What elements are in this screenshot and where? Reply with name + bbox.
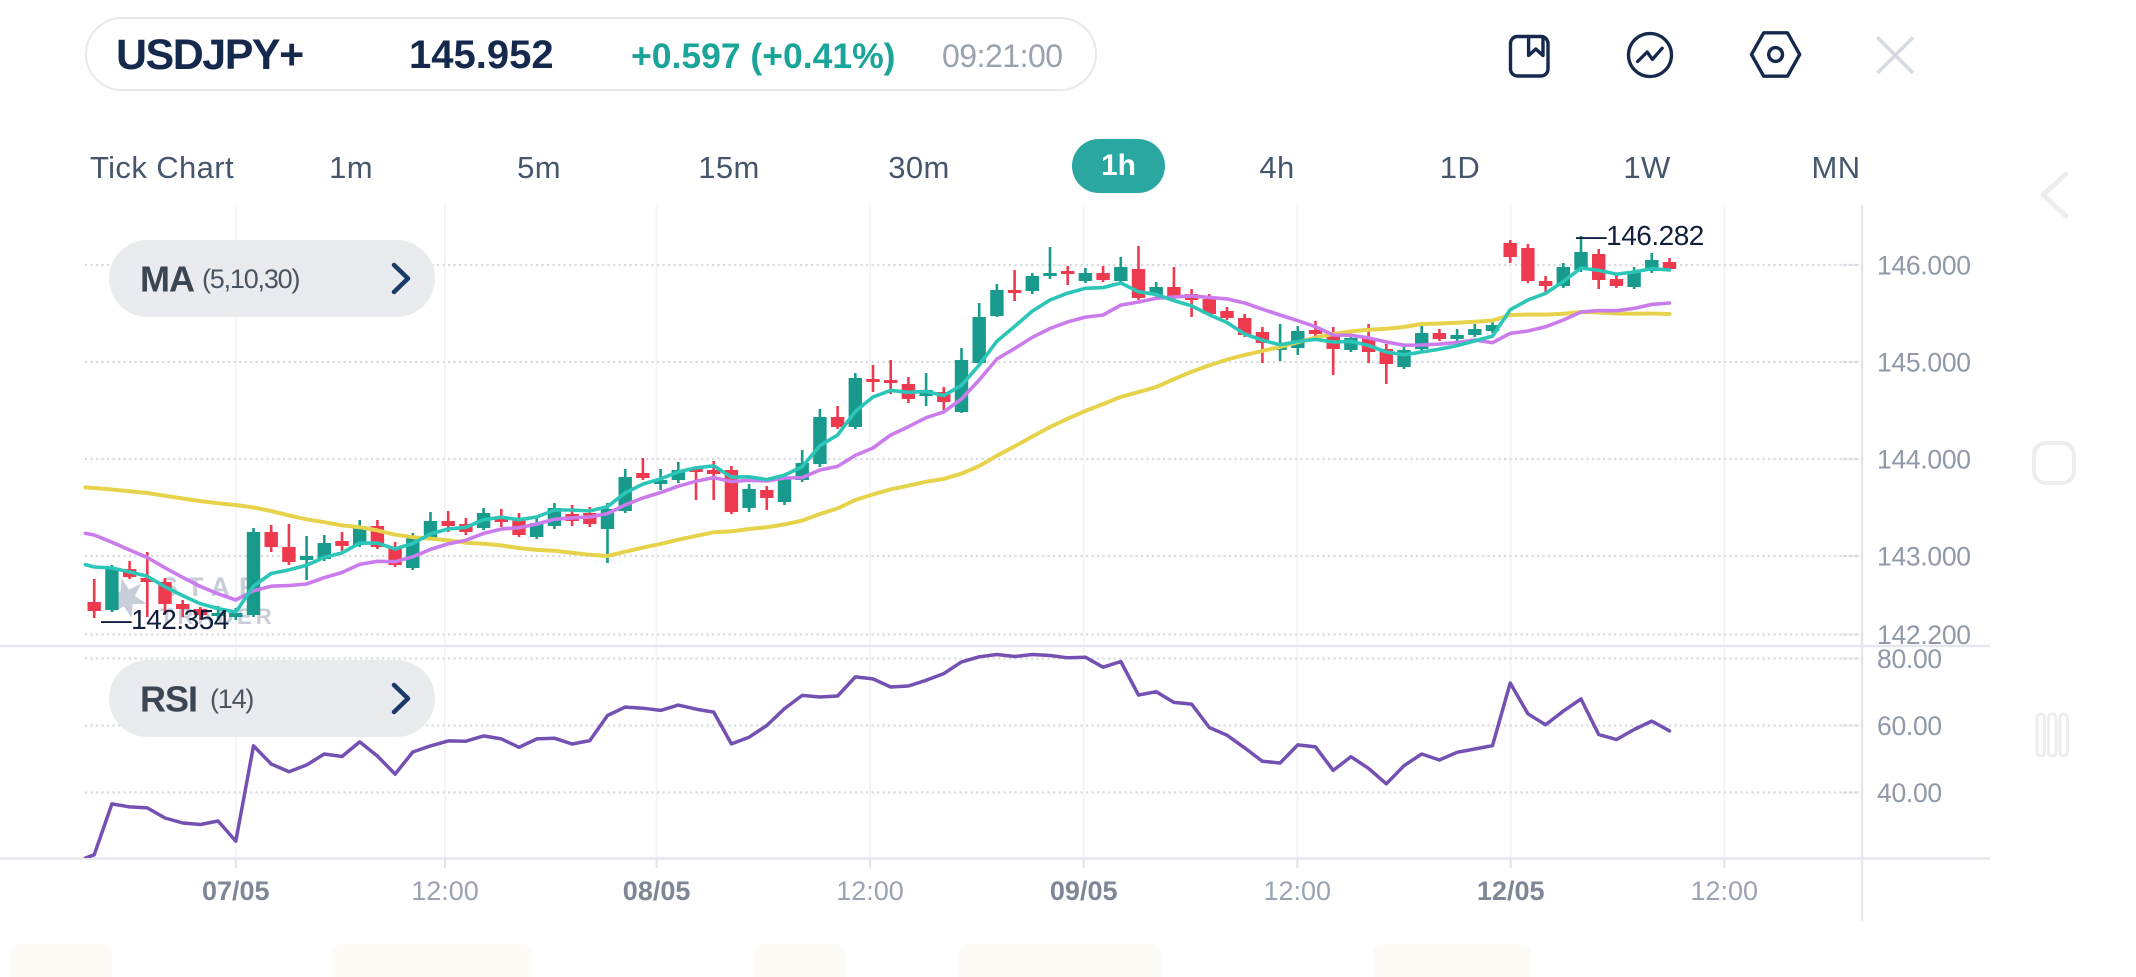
svg-text:80.00: 80.00 [1877, 644, 1942, 674]
svg-text:146.000: 146.000 [1877, 251, 1971, 281]
svg-text:09/05: 09/05 [1050, 876, 1118, 906]
svg-text:12:00: 12:00 [1691, 876, 1759, 906]
svg-text:(14): (14) [210, 684, 253, 714]
svg-text:143.000: 143.000 [1877, 542, 1971, 572]
svg-text:144.000: 144.000 [1877, 445, 1971, 475]
svg-text:12:00: 12:00 [1264, 876, 1332, 906]
svg-text:40.00: 40.00 [1877, 778, 1942, 808]
svg-text:––146.282: ––146.282 [1576, 220, 1704, 251]
svg-text:––142.354: ––142.354 [101, 604, 229, 635]
svg-text:07/05: 07/05 [202, 876, 270, 906]
svg-text:(5,10,30): (5,10,30) [202, 264, 299, 294]
svg-text:145.000: 145.000 [1877, 348, 1971, 378]
svg-text:142.200: 142.200 [1877, 620, 1971, 650]
svg-text:MA: MA [140, 258, 195, 299]
svg-text:RSI: RSI [140, 678, 197, 719]
svg-text:08/05: 08/05 [623, 876, 691, 906]
svg-text:12/05: 12/05 [1477, 876, 1545, 906]
svg-text:60.00: 60.00 [1877, 711, 1942, 741]
svg-text:12:00: 12:00 [411, 876, 479, 906]
svg-text:12:00: 12:00 [836, 876, 904, 906]
